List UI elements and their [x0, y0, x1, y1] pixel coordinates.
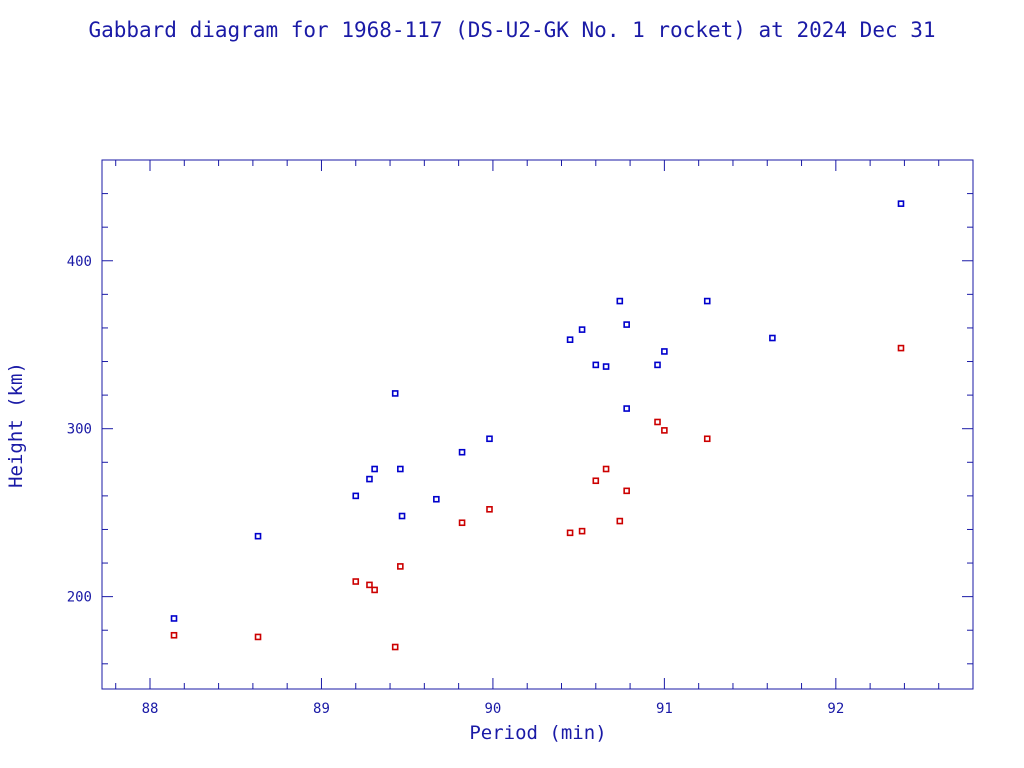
apogee-point — [602, 363, 610, 370]
perigee-point — [170, 631, 178, 639]
axis-ticks — [102, 159, 974, 689]
axis-tick-labels: 88 89 90 91 92 200 300 400 — [67, 254, 845, 717]
apogee-point — [654, 361, 661, 369]
perigee-point — [458, 519, 466, 527]
apogee-point — [897, 200, 905, 207]
x-tick-label: 89 — [313, 701, 330, 717]
apogee-point — [769, 334, 776, 342]
x-tick-label: 88 — [142, 701, 159, 717]
perigee-point — [661, 427, 668, 434]
perigee-point — [391, 643, 399, 651]
apogee-point — [661, 348, 668, 355]
x-tick-label: 91 — [656, 701, 673, 717]
apogee-point — [566, 336, 574, 343]
apogee-point — [391, 390, 399, 397]
perigee-point — [654, 418, 661, 426]
apogee-point — [366, 475, 373, 483]
chart-title: Gabbard diagram for 1968-117 (DS-U2-GK N… — [88, 18, 935, 42]
y-tick-label: 400 — [67, 254, 92, 270]
apogee-point — [254, 532, 262, 540]
perigee-point — [397, 563, 404, 570]
x-axis-label: Period (min) — [469, 722, 606, 744]
perigee-point — [703, 435, 711, 443]
apogee-point — [592, 361, 600, 369]
apogee-point — [352, 492, 360, 500]
x-tick-label: 90 — [484, 701, 501, 717]
perigee-point — [566, 529, 574, 537]
apogee-point — [703, 297, 711, 305]
perigee-point — [486, 506, 493, 513]
apogee-point — [397, 465, 404, 473]
apogee-point — [170, 615, 178, 622]
plot-frame — [101, 159, 974, 690]
apogee-point — [433, 495, 440, 503]
perigee-point — [578, 527, 586, 535]
x-tick-label: 92 — [827, 701, 844, 717]
perigee-point — [592, 477, 600, 485]
perigee-point — [366, 581, 373, 589]
perigee-point — [352, 578, 360, 585]
apogee-point — [398, 512, 406, 520]
apogee-point — [371, 465, 378, 473]
apogee-point — [458, 448, 466, 456]
apogee-point — [486, 435, 493, 443]
apogee-point — [623, 321, 630, 328]
perigee-point — [623, 487, 630, 495]
perigee-point — [371, 586, 378, 594]
perigee-point — [254, 633, 262, 641]
data-points — [170, 200, 905, 651]
y-tick-label: 300 — [67, 422, 92, 438]
apogee-point — [623, 405, 630, 412]
perigee-point — [897, 344, 905, 352]
perigee-point — [616, 517, 624, 525]
y-tick-label: 200 — [67, 590, 92, 606]
apogee-point — [616, 297, 624, 305]
y-axis-label: Height (km) — [5, 362, 27, 488]
perigee-point — [602, 465, 610, 473]
apogee-point — [578, 326, 586, 333]
